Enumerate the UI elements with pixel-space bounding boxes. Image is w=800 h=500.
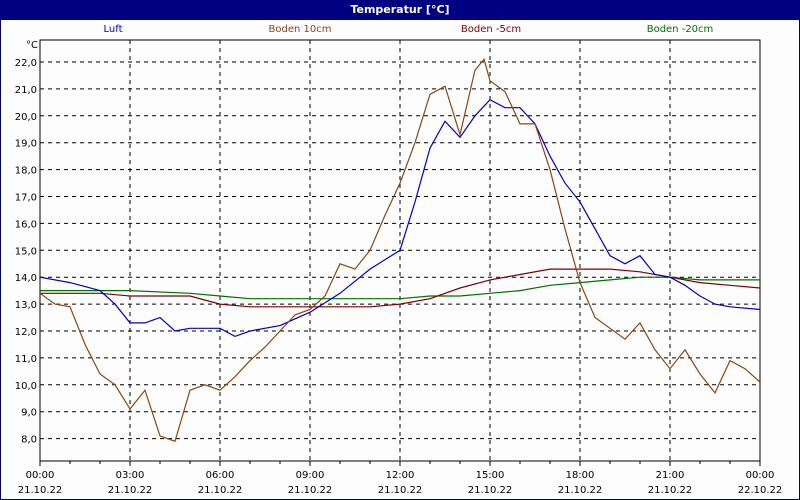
x-tick-date: 21.10.22 [288,485,333,496]
legend-item: Luft [103,24,123,35]
y-tick-label: 13,0 [15,300,37,311]
x-tick-date: 21.10.22 [18,485,63,496]
y-tick-label: 14,0 [15,273,37,284]
x-tick-time: 15:00 [476,470,505,481]
x-tick-date: 21.10.22 [378,485,423,496]
y-tick-label: 8,0 [21,435,37,446]
y-tick-label: 22,0 [15,58,37,69]
x-tick-time: 09:00 [296,470,325,481]
x-tick-time: 00:00 [746,470,775,481]
series-line-luft [39,98,761,338]
x-tick-date: 21.10.22 [108,485,153,496]
x-tick-date: 21.10.22 [648,485,693,496]
y-tick-label: 19,0 [15,139,37,150]
y-tick-label: 21,0 [15,85,37,96]
series-line-boden-10cm [39,58,761,443]
y-tick-label: 12,0 [15,327,37,338]
y-tick-label: 16,0 [15,219,37,230]
y-tick-label: 17,0 [15,193,37,204]
y-tick-label: 9,0 [21,408,37,419]
x-tick-time: 03:00 [116,470,145,481]
series-line-boden-20cm [40,276,760,300]
x-tick-date: 21.10.22 [198,485,243,496]
series-line-boden-5cm [40,268,761,308]
x-tick-date: 21.10.22 [558,485,603,496]
plot-area [39,39,761,462]
legend-item: Boden 10cm [268,24,332,35]
legend-item: Boden -20cm [646,24,714,35]
y-tick-label: 10,0 [15,381,37,392]
x-tick-time: 18:00 [566,470,595,481]
x-tick-date: 21.10.22 [468,485,513,496]
x-tick-time: 21:00 [656,470,685,481]
legend-item: Boden -5cm [460,24,522,35]
chart-title: Temperatur [°C] [0,0,800,20]
y-tick-label: 18,0 [15,166,37,177]
y-tick-label: 20,0 [15,112,37,123]
y-tick-label: 15,0 [15,246,37,257]
y-axis-unit: °C [26,40,38,51]
x-tick-time: 00:00 [26,470,55,481]
y-tick-label: 11,0 [15,354,37,365]
x-tick-time: 06:00 [206,470,235,481]
x-tick-time: 12:00 [386,470,415,481]
x-tick-date: 22.10.22 [738,485,783,496]
